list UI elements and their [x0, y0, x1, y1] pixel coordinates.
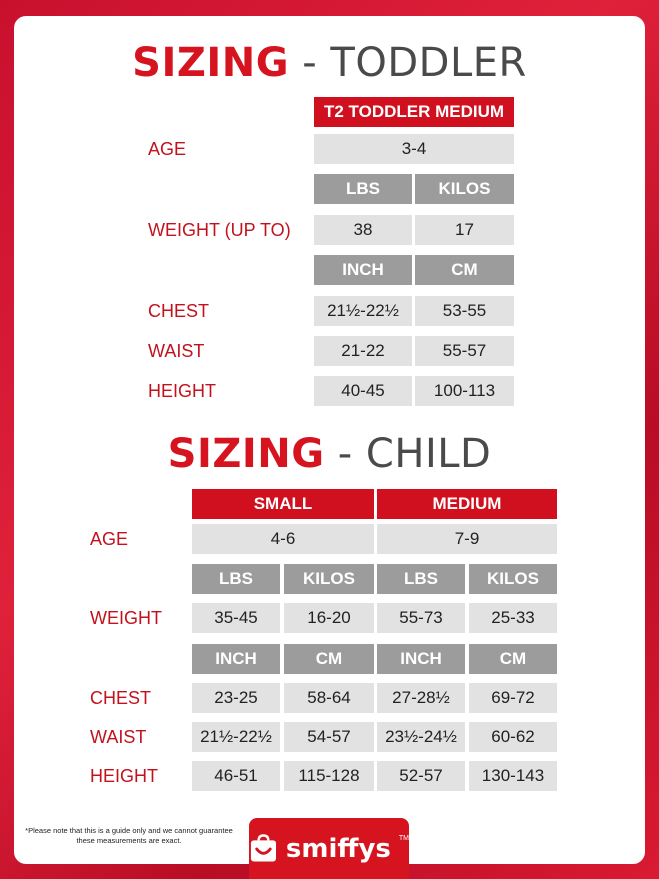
child-medium-height-inch: 52-57 [377, 761, 465, 791]
toddler-height-label: HEIGHT [148, 380, 217, 401]
child-small-waist-cm: 54-57 [284, 722, 374, 752]
toddler-size-header: T2 TODDLER MEDIUM [314, 97, 514, 127]
smiffys-logo: smiffys TM [249, 818, 409, 879]
smile-bag-icon [250, 833, 276, 862]
toddler-chest-label: CHEST [148, 300, 210, 321]
child-small-height-cm: 115-128 [284, 761, 374, 791]
child-medium-chest-cm: 69-72 [469, 683, 557, 713]
child-title-bold: SIZING [167, 431, 325, 477]
child-height-label: HEIGHT [90, 765, 159, 786]
child-medium-unit-lbs: LBS [377, 564, 465, 594]
toddler-unit-cm: CM [415, 255, 514, 285]
toddler-unit-inch: INCH [314, 255, 412, 285]
toddler-chest-cm: 53-55 [415, 296, 514, 326]
child-small-weight-kilos: 16-20 [284, 603, 374, 633]
toddler-age-label: AGE [148, 138, 187, 159]
child-age-small: 4-6 [192, 524, 374, 554]
child-small-unit-lbs: LBS [192, 564, 280, 594]
toddler-waist-inch: 21-22 [314, 336, 412, 366]
toddler-unit-kilos: KILOS [415, 174, 514, 204]
child-small-unit-cm: CM [284, 644, 374, 674]
toddler-age-value: 3-4 [314, 134, 514, 164]
child-chest-label: CHEST [90, 687, 152, 708]
child-medium-chest-inch: 27-28½ [377, 683, 465, 713]
brand-tm: TM [398, 835, 409, 842]
toddler-chest-inch: 21½-22½ [314, 296, 412, 326]
child-medium-waist-inch: 23½-24½ [377, 722, 465, 752]
disclaimer-footnote: *Please note that this is a guide only a… [25, 826, 233, 845]
child-title: SIZING - CHILD [14, 431, 645, 477]
child-size-medium-header: MEDIUM [377, 489, 557, 519]
brand-name: smiffys [285, 833, 391, 864]
child-size-small-header: SMALL [192, 489, 374, 519]
toddler-title-bold: SIZING [132, 40, 290, 86]
toddler-title-rest: - TODDLER [302, 40, 527, 86]
child-medium-unit-cm: CM [469, 644, 557, 674]
toddler-waist-label: WAIST [148, 340, 205, 361]
toddler-title: SIZING - TODDLER [14, 40, 645, 86]
toddler-waist-cm: 55-57 [415, 336, 514, 366]
child-weight-label: WEIGHT [90, 607, 162, 628]
child-small-unit-inch: INCH [192, 644, 280, 674]
child-small-chest-cm: 58-64 [284, 683, 374, 713]
child-title-rest: - CHILD [337, 431, 492, 477]
child-waist-label: WAIST [90, 726, 147, 747]
child-medium-height-cm: 130-143 [469, 761, 557, 791]
child-medium-waist-cm: 60-62 [469, 722, 557, 752]
toddler-unit-lbs: LBS [314, 174, 412, 204]
child-small-chest-inch: 23-25 [192, 683, 280, 713]
toddler-weight-lbs: 38 [314, 215, 412, 245]
toddler-weight-label: WEIGHT (UP TO) [148, 219, 291, 240]
child-small-unit-kilos: KILOS [284, 564, 374, 594]
toddler-weight-kilos: 17 [415, 215, 514, 245]
child-medium-weight-lbs: 55-73 [377, 603, 465, 633]
child-age-medium: 7-9 [377, 524, 557, 554]
child-medium-unit-kilos: KILOS [469, 564, 557, 594]
child-medium-weight-kilos: 25-33 [469, 603, 557, 633]
toddler-height-cm: 100-113 [415, 376, 514, 406]
size-chart-card: SIZING - TODDLER T2 TODDLER MEDIUM AGE 3… [14, 16, 645, 864]
child-medium-unit-inch: INCH [377, 644, 465, 674]
child-small-height-inch: 46-51 [192, 761, 280, 791]
child-age-label: AGE [90, 528, 129, 549]
child-small-waist-inch: 21½-22½ [192, 722, 280, 752]
toddler-height-inch: 40-45 [314, 376, 412, 406]
child-small-weight-lbs: 35-45 [192, 603, 280, 633]
